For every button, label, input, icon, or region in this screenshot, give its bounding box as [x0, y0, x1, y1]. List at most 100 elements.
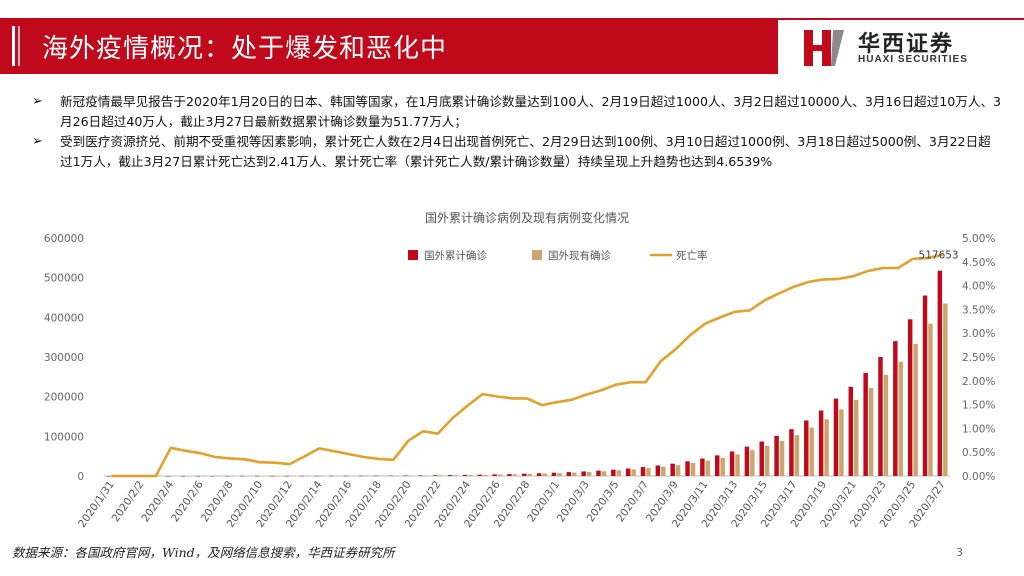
bar-cumulative-confirmed — [729, 451, 735, 476]
bar-current-confirmed — [824, 419, 829, 476]
bar-current-confirmed — [156, 475, 161, 477]
bar-cumulative-confirmed — [225, 475, 230, 477]
bar-current-confirmed — [482, 474, 488, 476]
bar-current-confirmed — [586, 471, 592, 476]
bar-cumulative-confirmed — [625, 468, 631, 476]
bar-current-confirmed — [913, 343, 918, 476]
bar-cumulative-confirmed — [418, 475, 423, 476]
title-bar — [0, 18, 778, 74]
bar-current-confirmed — [854, 399, 859, 476]
left-axis-tick-label: 0 — [77, 471, 84, 483]
bullet-list: ➢ 新冠疫情最早见报告于2020年1月20日的日本、韩国等国家，在1月底累计确诊… — [30, 92, 1002, 172]
bar-current-confirmed — [171, 475, 176, 477]
brand-name-cn: 华西证券 — [858, 32, 955, 57]
bar-cumulative-confirmed — [685, 461, 690, 476]
bar-current-confirmed — [928, 323, 933, 476]
bar-current-confirmed — [319, 475, 325, 477]
bar-cumulative-confirmed — [536, 473, 542, 476]
right-axis-tick-label: 1.50% — [962, 400, 995, 412]
bar-cumulative-confirmed — [403, 475, 408, 476]
bar-cumulative-confirmed — [863, 372, 868, 476]
bar-cumulative-confirmed — [507, 474, 512, 476]
legend-swatch-cumulative-confirmed — [408, 250, 418, 260]
bar-current-confirmed — [542, 473, 547, 476]
bar-cumulative-confirmed — [240, 475, 245, 477]
x-axis-tick-label: 2020/1/31 — [76, 479, 117, 530]
bar-cumulative-confirmed — [700, 458, 705, 476]
bar-cumulative-confirmed — [581, 471, 586, 476]
bar-cumulative-confirmed — [804, 420, 809, 476]
bar-current-confirmed — [690, 463, 696, 476]
bar-current-confirmed — [393, 475, 399, 477]
bar-current-confirmed — [943, 303, 948, 476]
bar-cumulative-confirmed — [343, 475, 349, 477]
bar-current-confirmed — [616, 470, 622, 476]
bar-current-confirmed — [438, 475, 443, 476]
title-accent-stripe — [12, 26, 15, 66]
arrow-bullet-icon: ➢ — [32, 134, 43, 149]
left-axis-tick-label: 600000 — [44, 233, 84, 245]
bar-current-confirmed — [839, 409, 844, 476]
bar-current-confirmed — [631, 469, 636, 476]
bar-cumulative-confirmed — [907, 319, 913, 476]
bar-cumulative-confirmed — [284, 475, 290, 477]
bar-current-confirmed — [883, 374, 889, 476]
bullet-item: ➢ 受到医疗资源挤兑、前期不受重视等因素影响，累计死亡人数在2月4日出现首例死亡… — [30, 132, 1002, 171]
bullet-text: 新冠疫情最早见报告于2020年1月20日的日本、韩国等国家，在1月底累计确诊数量… — [60, 94, 1002, 129]
slide-title: 海外疫情概况：处于爆发和恶化中 — [42, 34, 448, 64]
bar-cumulative-confirmed — [447, 475, 453, 476]
bar-cumulative-confirmed — [388, 475, 393, 477]
data-source-note: 数据来源：各国政府官网，Wind，及网络信息搜索，华西证券研究所 — [12, 545, 395, 560]
bar-cumulative-confirmed — [314, 475, 319, 477]
bar-cumulative-confirmed — [744, 446, 750, 476]
bar-current-confirmed — [245, 475, 250, 477]
bar-current-confirmed — [334, 475, 340, 477]
bar-current-confirmed — [275, 475, 280, 477]
left-axis-tick-label: 400000 — [44, 312, 84, 324]
bar-current-confirmed — [720, 457, 725, 476]
bar-cumulative-confirmed — [329, 475, 334, 477]
right-axis-tick-label: 5.00% — [962, 233, 995, 245]
bar-current-confirmed — [572, 472, 577, 476]
brand-name-en: HUAXI SECURITIES — [858, 54, 968, 65]
right-axis-tick-label: 2.00% — [962, 376, 995, 388]
bar-cumulative-confirmed — [432, 475, 438, 476]
bar-cumulative-confirmed — [848, 386, 854, 476]
bar-current-confirmed — [646, 468, 651, 476]
bar-current-confirmed — [557, 473, 562, 476]
bar-cumulative-confirmed — [254, 475, 260, 477]
left-axis-tick-label: 100000 — [44, 431, 84, 443]
bar-current-confirmed — [794, 435, 800, 476]
right-axis-tick-label: 0.00% — [962, 471, 995, 483]
bar-cumulative-confirmed — [106, 475, 111, 477]
bar-cumulative-confirmed — [596, 470, 601, 476]
right-axis-tick-label: 2.50% — [962, 352, 995, 364]
bar-cumulative-confirmed — [210, 475, 215, 477]
bar-cumulative-confirmed — [551, 472, 557, 476]
bar-cumulative-confirmed — [922, 295, 928, 476]
right-axis-tick-label: 3.00% — [962, 328, 995, 340]
title-accent-stripe-thin — [18, 26, 20, 66]
bar-current-confirmed — [408, 475, 414, 477]
bar-current-confirmed — [661, 466, 666, 476]
bar-cumulative-confirmed — [878, 357, 883, 476]
bar-cumulative-confirmed — [937, 270, 943, 476]
page-number: 3 — [956, 546, 963, 559]
line-death-rate — [111, 253, 943, 478]
bar-cumulative-confirmed — [566, 472, 572, 476]
bar-cumulative-confirmed — [893, 341, 898, 476]
bar-cumulative-confirmed — [818, 410, 824, 476]
left-axis-tick-label: 200000 — [44, 392, 84, 404]
bar-cumulative-confirmed — [655, 465, 661, 476]
bar-cumulative-confirmed — [522, 473, 527, 476]
bar-cumulative-confirmed — [165, 475, 171, 477]
bar-current-confirmed — [527, 473, 532, 476]
bar-current-confirmed — [379, 475, 384, 477]
bar-current-confirmed — [364, 475, 369, 477]
bar-current-confirmed — [423, 475, 429, 476]
chart-title: 国外累计确诊病例及现有病例变化情况 — [425, 210, 629, 225]
bar-current-confirmed — [779, 440, 785, 476]
bar-current-confirmed — [764, 445, 770, 476]
bar-cumulative-confirmed — [195, 475, 200, 477]
chart-area: 国外累计确诊病例及现有病例变化情况 0 100000 200000 300000 4000… — [0, 200, 1024, 540]
